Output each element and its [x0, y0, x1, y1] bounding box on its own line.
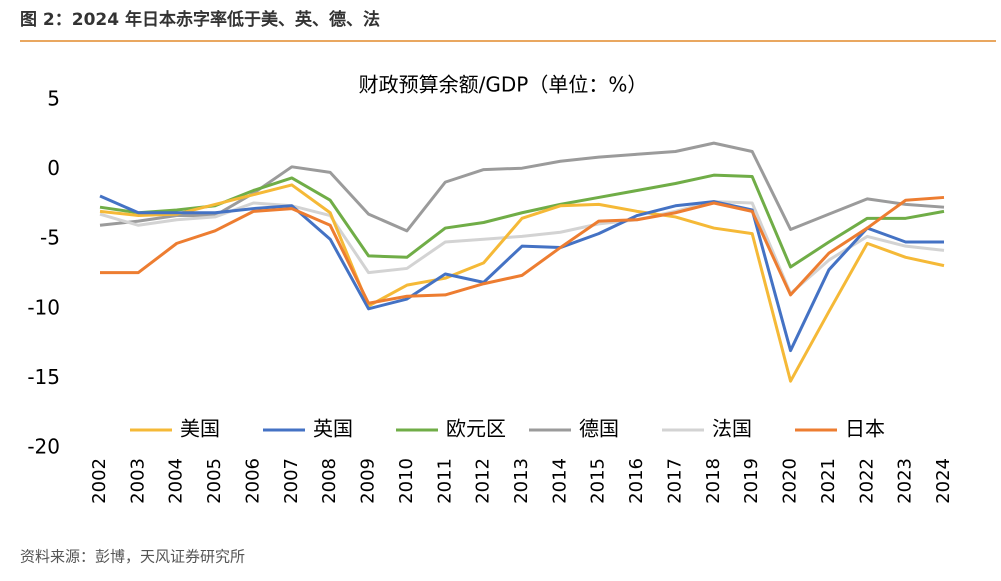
legend-label: 英国 — [313, 417, 353, 441]
source-note: 资料来源：彭博，天风证券研究所 — [20, 548, 245, 566]
x-tick-label: 2012 — [473, 458, 494, 504]
y-tick-label: -5 — [40, 226, 60, 250]
y-tick-label: -15 — [27, 365, 60, 389]
x-tick-label: 2021 — [818, 458, 839, 504]
series-line — [99, 173, 945, 269]
x-tick-label: 2017 — [664, 458, 685, 504]
x-tick-label: 2004 — [166, 458, 187, 504]
x-tick-label: 2007 — [281, 458, 302, 504]
x-tick-label: 2024 — [933, 458, 954, 504]
x-tick-label: 2008 — [319, 458, 340, 504]
y-tick-label: -20 — [27, 435, 60, 459]
legend-label: 日本 — [845, 417, 885, 441]
series-line — [99, 183, 945, 383]
x-tick-label: 2011 — [434, 458, 455, 504]
legend-label: 美国 — [180, 417, 220, 441]
x-tick-label: 2005 — [204, 458, 225, 504]
x-tick-label: 2013 — [511, 458, 532, 504]
x-tick-label: 2014 — [549, 458, 570, 504]
y-tick-label: 0 — [47, 156, 60, 180]
series-line — [99, 141, 945, 233]
figure-caption: 图 2：2024 年日本赤字率低于美、英、德、法 — [20, 9, 380, 30]
x-tick-label: 2006 — [242, 458, 263, 504]
x-tick-label: 2003 — [127, 458, 148, 504]
y-tick-label: -10 — [27, 295, 60, 319]
legend-label: 德国 — [579, 417, 619, 441]
x-tick-label: 2022 — [856, 458, 877, 504]
x-tick-label: 2002 — [89, 458, 110, 504]
x-tick-label: 2018 — [703, 458, 724, 504]
x-tick-label: 2019 — [741, 458, 762, 504]
x-tick-label: 2009 — [358, 458, 379, 504]
x-tick-label: 2023 — [895, 458, 916, 504]
series-line — [100, 195, 945, 305]
x-tick-label: 2020 — [780, 458, 801, 504]
x-tick-label: 2015 — [588, 458, 609, 504]
legend-label: 法国 — [712, 417, 752, 441]
series-line — [99, 194, 944, 353]
legend-label: 欧元区 — [446, 417, 506, 441]
chart-title: 财政预算余额/GDP（单位：%） — [359, 73, 648, 97]
x-tick-label: 2016 — [626, 458, 647, 504]
y-tick-label: 5 — [47, 87, 60, 111]
x-tick-label: 2010 — [396, 458, 417, 504]
